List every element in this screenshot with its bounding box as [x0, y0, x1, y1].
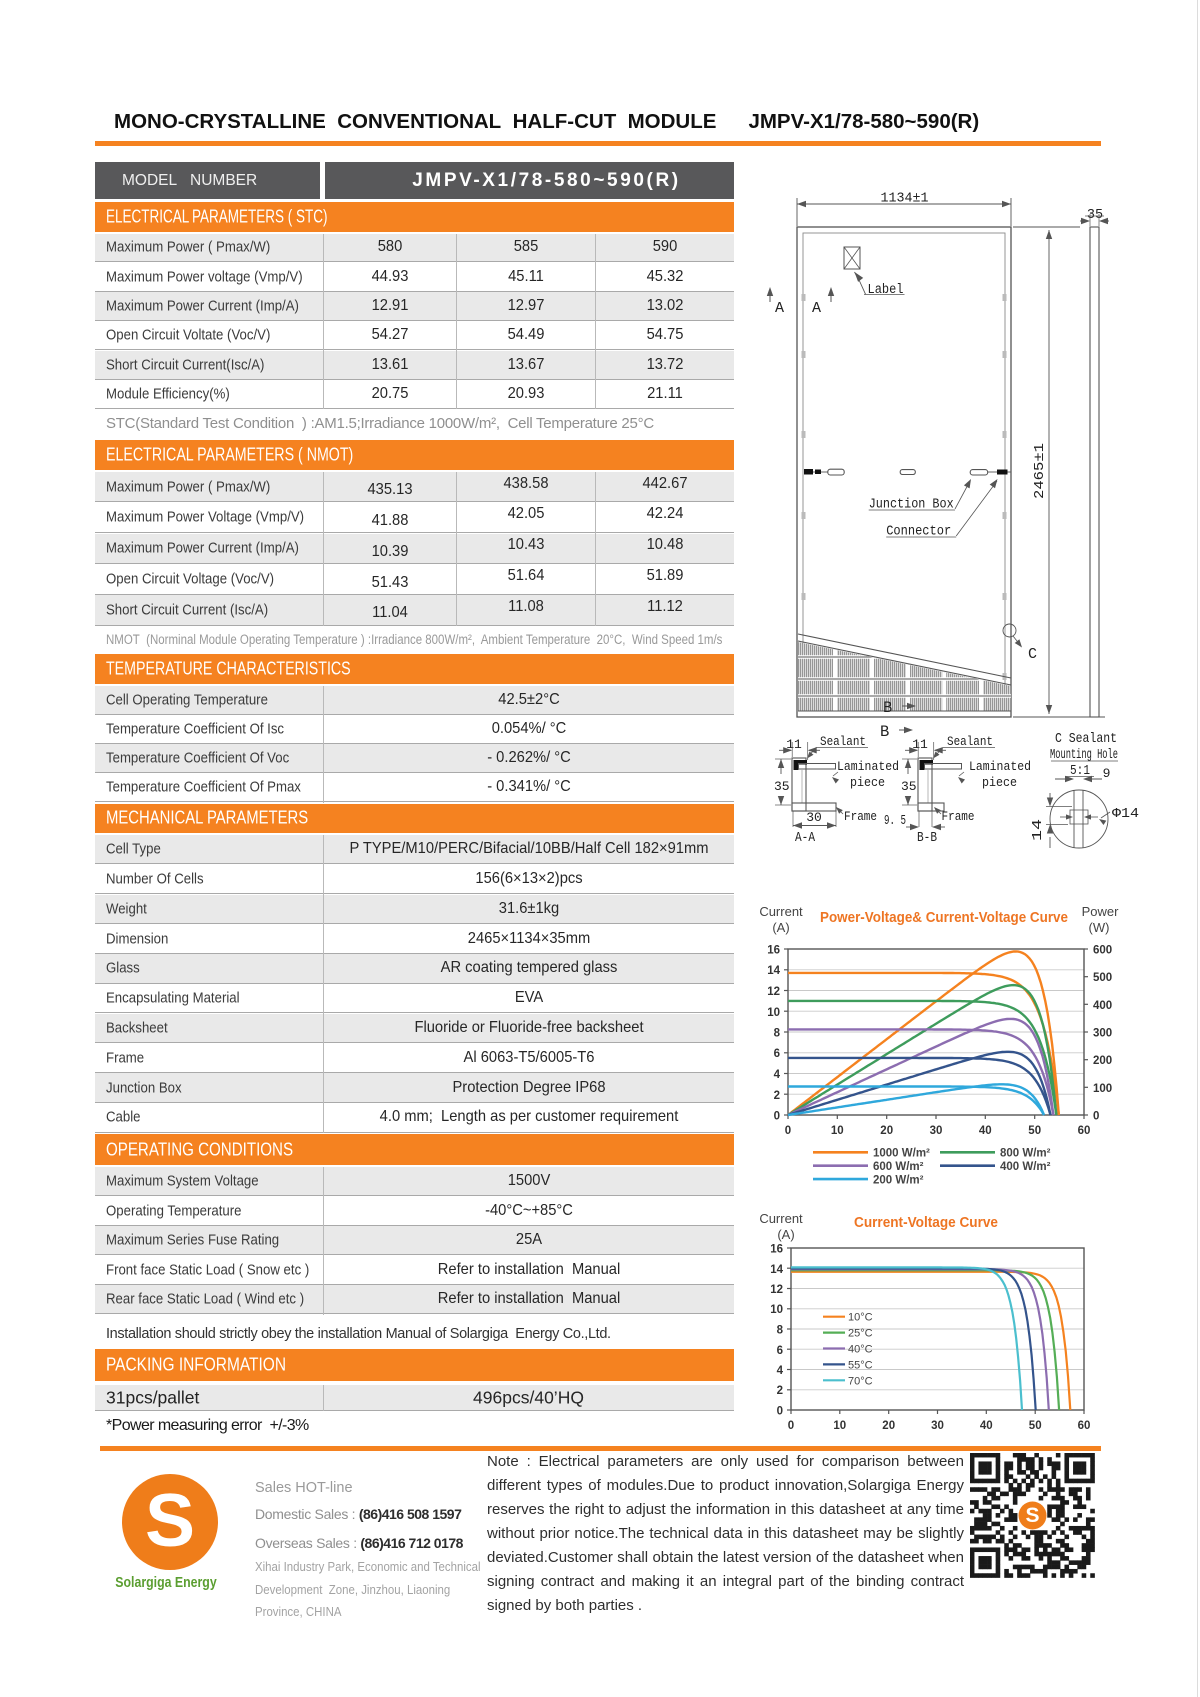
- svg-text:10: 10: [831, 1125, 844, 1137]
- svg-text:Power: Power: [1082, 904, 1120, 919]
- svg-text:Label: Label: [868, 283, 904, 298]
- svg-text:14: 14: [770, 1264, 783, 1276]
- svg-text:10: 10: [767, 1007, 780, 1019]
- svg-text:16: 16: [770, 1244, 783, 1256]
- svg-text:14: 14: [1031, 819, 1046, 841]
- svg-text:40: 40: [979, 1125, 992, 1137]
- svg-text:1000 W/m²: 1000 W/m²: [873, 1148, 930, 1160]
- svg-text:Frame: Frame: [844, 809, 877, 824]
- svg-text:Current-Voltage Curve: Current-Voltage Curve: [854, 1215, 998, 1231]
- svg-text:50: 50: [1029, 1420, 1042, 1432]
- svg-text:Laminated: Laminated: [837, 759, 899, 774]
- svg-text:5:1: 5:1: [1070, 763, 1090, 779]
- svg-text:B: B: [883, 699, 892, 717]
- svg-text:B: B: [880, 723, 889, 741]
- svg-text:35: 35: [901, 779, 917, 794]
- svg-text:25°C: 25°C: [848, 1328, 873, 1340]
- svg-text:11: 11: [912, 737, 928, 752]
- svg-text:piece: piece: [982, 775, 1017, 790]
- svg-text:400 W/m²: 400 W/m²: [1000, 1161, 1051, 1173]
- svg-text:(A): (A): [777, 1227, 794, 1242]
- svg-text:0: 0: [774, 1111, 780, 1123]
- svg-text:8: 8: [774, 1028, 781, 1040]
- svg-text:A-A: A-A: [795, 830, 815, 846]
- svg-text:A: A: [812, 300, 821, 317]
- svg-text:2: 2: [777, 1385, 783, 1397]
- svg-text:20: 20: [880, 1125, 893, 1137]
- svg-text:Connector: Connector: [886, 525, 951, 540]
- svg-text:300: 300: [1093, 1028, 1112, 1040]
- svg-text:4: 4: [774, 1069, 781, 1081]
- svg-text:70°C: 70°C: [848, 1375, 873, 1387]
- svg-text:600: 600: [1093, 945, 1112, 957]
- svg-text:(A): (A): [772, 920, 789, 935]
- svg-text:20: 20: [882, 1420, 895, 1432]
- svg-text:S: S: [1025, 1504, 1039, 1527]
- svg-text:10: 10: [770, 1304, 783, 1316]
- svg-text:40°C: 40°C: [848, 1344, 873, 1356]
- svg-text:Φ14: Φ14: [1112, 807, 1139, 822]
- svg-text:55°C: 55°C: [848, 1359, 873, 1371]
- svg-text:Sealant: Sealant: [947, 734, 993, 749]
- svg-text:200 W/m²: 200 W/m²: [873, 1174, 924, 1186]
- svg-text:piece: piece: [850, 775, 885, 790]
- svg-text:14: 14: [767, 965, 780, 977]
- svg-text:0: 0: [788, 1420, 794, 1432]
- svg-text:Current: Current: [759, 904, 803, 919]
- svg-text:Frame: Frame: [942, 809, 975, 824]
- svg-text:9: 9: [1103, 766, 1111, 781]
- svg-text:8: 8: [777, 1325, 784, 1337]
- svg-text:Current: Current: [759, 1211, 803, 1226]
- svg-text:35: 35: [774, 779, 790, 794]
- svg-text:16: 16: [767, 945, 780, 957]
- svg-text:10°C: 10°C: [848, 1312, 873, 1324]
- svg-text:30: 30: [806, 810, 822, 825]
- svg-text:60: 60: [1078, 1420, 1091, 1432]
- svg-text:Laminated: Laminated: [969, 759, 1031, 774]
- svg-text:C Sealant: C Sealant: [1055, 731, 1117, 747]
- svg-text:40: 40: [980, 1420, 993, 1432]
- svg-text:9. 5: 9. 5: [884, 813, 906, 829]
- svg-text:A: A: [775, 300, 784, 317]
- svg-text:50: 50: [1028, 1125, 1041, 1137]
- svg-text:2465±1: 2465±1: [1032, 443, 1048, 499]
- svg-text:1134±1: 1134±1: [881, 191, 929, 207]
- svg-text:Mounting Hole: Mounting Hole: [1050, 747, 1118, 763]
- svg-text:12: 12: [767, 986, 780, 998]
- svg-text:800 W/m²: 800 W/m²: [1000, 1148, 1051, 1160]
- svg-text:100: 100: [1093, 1083, 1112, 1095]
- svg-text:200: 200: [1093, 1055, 1112, 1067]
- svg-text:11: 11: [786, 737, 802, 752]
- svg-text:6: 6: [777, 1345, 783, 1357]
- svg-text:500: 500: [1093, 972, 1112, 984]
- svg-text:2: 2: [774, 1090, 780, 1102]
- svg-text:(W): (W): [1089, 920, 1110, 935]
- svg-text:C: C: [1028, 646, 1037, 663]
- svg-text:Power-Voltage& Current-Voltage: Power-Voltage& Current-Voltage Curve: [820, 910, 1068, 926]
- svg-text:6: 6: [774, 1048, 780, 1060]
- svg-text:0: 0: [777, 1406, 783, 1418]
- svg-text:Sealant: Sealant: [820, 734, 866, 749]
- svg-text:Junction Box: Junction Box: [869, 498, 954, 513]
- svg-text:400: 400: [1093, 1000, 1112, 1012]
- svg-text:0: 0: [1093, 1111, 1099, 1123]
- svg-text:30: 30: [930, 1125, 943, 1137]
- svg-text:0: 0: [785, 1125, 791, 1137]
- svg-text:600 W/m²: 600 W/m²: [873, 1161, 924, 1173]
- svg-text:60: 60: [1078, 1125, 1091, 1137]
- svg-text:12: 12: [770, 1284, 783, 1296]
- svg-text:4: 4: [777, 1365, 784, 1377]
- svg-text:10: 10: [833, 1420, 846, 1432]
- svg-text:30: 30: [931, 1420, 944, 1432]
- svg-text:B-B: B-B: [917, 830, 937, 846]
